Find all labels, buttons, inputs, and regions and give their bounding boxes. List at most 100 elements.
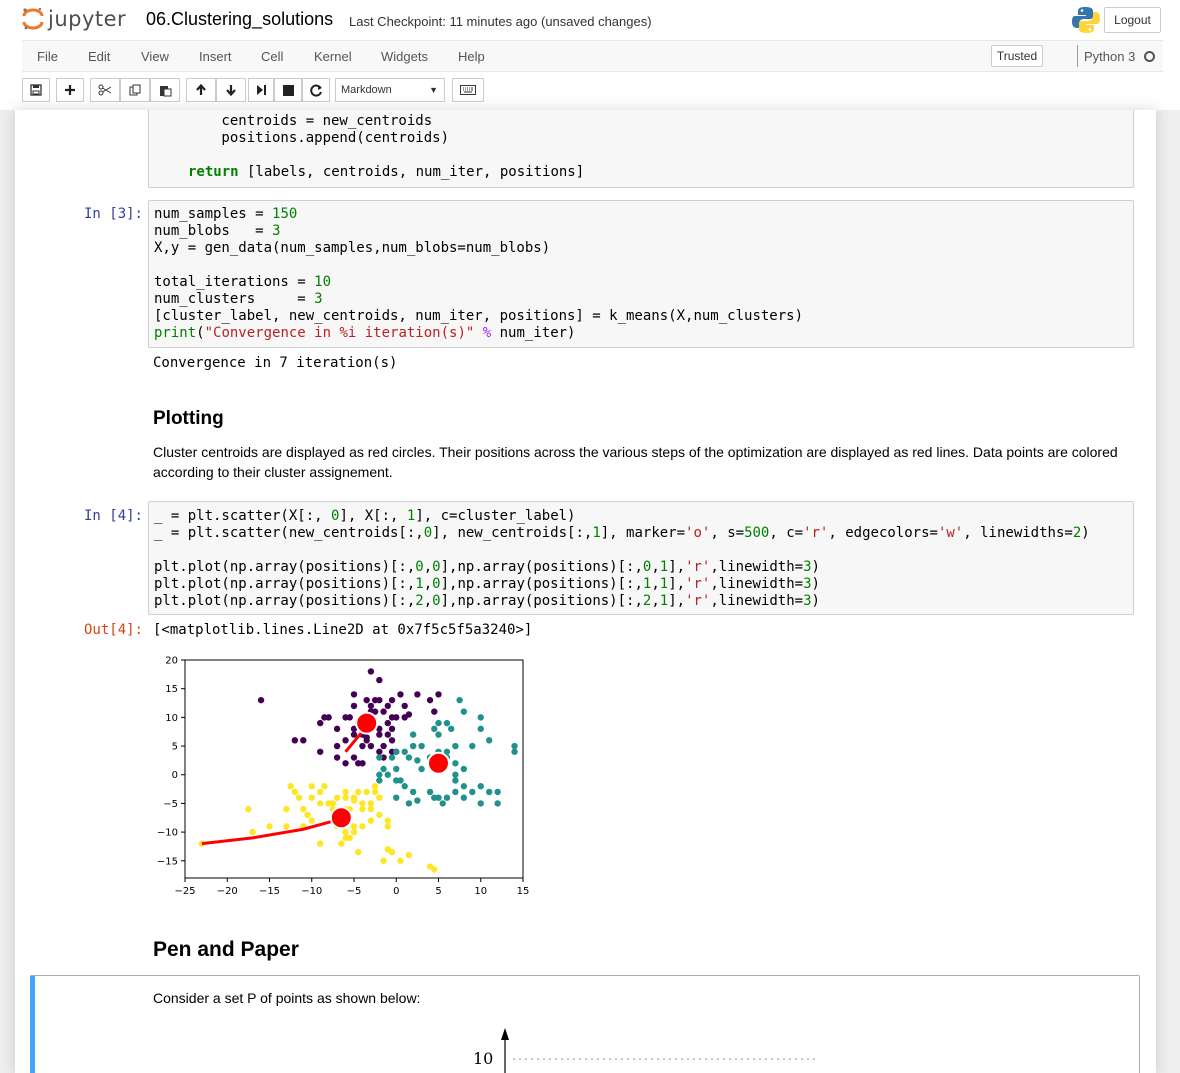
- code-line: X,y = gen_data(num_samples,num_blobs=num…: [154, 240, 551, 256]
- data-point: [452, 742, 459, 750]
- command-palette-button[interactable]: [452, 78, 484, 102]
- cut-icon: [98, 84, 112, 96]
- data-point: [308, 817, 315, 824]
- menu-edit[interactable]: Edit: [88, 49, 111, 64]
- centroid-marker: [427, 751, 450, 775]
- interrupt-button[interactable]: [274, 78, 302, 102]
- cut-button[interactable]: [90, 78, 120, 102]
- input-prompt: In [4]:: [83, 508, 143, 524]
- move-up-button[interactable]: [186, 78, 216, 102]
- data-point: [477, 725, 484, 733]
- data-point: [384, 731, 391, 738]
- data-point: [401, 783, 408, 790]
- data-point: [333, 725, 341, 733]
- data-point: [384, 702, 391, 710]
- data-point: [350, 828, 358, 836]
- menu-kernel[interactable]: Kernel: [314, 49, 352, 64]
- code-cell-kmeans[interactable]: centroids = new_centroids positions.appe…: [148, 110, 1134, 188]
- data-point: [477, 783, 484, 790]
- copy-icon: [129, 84, 140, 95]
- menu-insert[interactable]: Insert: [199, 49, 232, 64]
- menu-help[interactable]: Help: [458, 49, 485, 64]
- data-point: [376, 731, 383, 738]
- data-point: [367, 742, 375, 750]
- save-button[interactable]: [22, 78, 50, 102]
- cell-output: [<matplotlib.lines.Line2D at 0x7f5c5f5a3…: [153, 622, 533, 638]
- menu-cell[interactable]: Cell: [261, 49, 284, 64]
- toolbar: Markdown ▼: [22, 76, 1163, 106]
- selected-markdown-cell[interactable]: Consider a set P of points as shown belo…: [30, 975, 1140, 1073]
- plotting-heading: Plotting: [153, 408, 224, 429]
- data-point: [393, 714, 400, 721]
- code-cell-in4[interactable]: _ = plt.scatter(X[:, 0], X[:, 1], c=clus…: [148, 501, 1134, 615]
- data-point: [355, 788, 362, 796]
- data-point: [405, 754, 413, 761]
- data-point: [426, 788, 434, 796]
- checkpoint-status: Last Checkpoint: 11 minutes ago (unsaved…: [349, 14, 652, 29]
- cell-type-select[interactable]: Markdown ▼: [335, 78, 445, 102]
- notebook-container: centroids = new_centroids positions.appe…: [15, 110, 1156, 1073]
- data-point: [477, 800, 484, 807]
- restart-button[interactable]: [302, 78, 330, 102]
- data-point: [414, 691, 421, 698]
- menu-view[interactable]: View: [141, 49, 169, 64]
- move-down-button[interactable]: [216, 78, 246, 102]
- trusted-button[interactable]: Trusted: [991, 45, 1043, 67]
- jupyter-logo[interactable]: jupyter: [22, 6, 126, 32]
- kernel-separator: [1077, 45, 1078, 67]
- data-point: [431, 708, 438, 715]
- x-tick-label: −15: [259, 886, 280, 895]
- data-point: [401, 748, 408, 755]
- code-line: num_samples = 150: [154, 206, 298, 222]
- notebook-name[interactable]: 06.Clustering_solutions: [146, 9, 334, 29]
- data-point: [469, 742, 476, 750]
- x-tick-label: −10: [301, 886, 322, 895]
- data-point: [384, 823, 391, 830]
- jupyter-logo-icon: [22, 7, 44, 30]
- data-point: [245, 805, 252, 813]
- paste-button[interactable]: [150, 78, 180, 102]
- data-point: [350, 731, 358, 738]
- pen-paper-text: Consider a set P of points as shown belo…: [153, 990, 421, 1006]
- kernel-name: Python 3: [1084, 49, 1136, 64]
- code-line: positions.append(centroids): [154, 130, 450, 146]
- data-point: [346, 714, 353, 721]
- data-point: [397, 857, 404, 864]
- menu-widgets[interactable]: Widgets: [381, 49, 428, 64]
- add-cell-button[interactable]: [56, 78, 84, 102]
- data-point: [494, 800, 501, 807]
- data-point: [350, 702, 358, 710]
- save-icon: [30, 84, 42, 96]
- y-tick-label: −5: [163, 799, 178, 810]
- data-point: [384, 719, 391, 727]
- data-point: [367, 668, 375, 675]
- chevron-down-icon: ▼: [429, 85, 438, 95]
- code-line: return [labels, centroids, num_iter, pos…: [188, 164, 585, 180]
- stop-icon: [282, 84, 294, 96]
- data-point: [435, 691, 442, 698]
- input-prompt: In [3]:: [83, 206, 143, 222]
- return-keyword: return: [188, 164, 239, 180]
- data-point: [367, 702, 375, 710]
- cell-type-value: Markdown: [341, 84, 392, 96]
- data-point: [317, 748, 324, 755]
- data-point: [359, 800, 366, 807]
- run-button[interactable]: [248, 78, 274, 102]
- data-point: [359, 823, 366, 830]
- copy-button[interactable]: [120, 78, 150, 102]
- code-cell-in3[interactable]: num_samples = 150 num_blobs = 3 X,y = ge…: [148, 200, 1134, 348]
- data-point: [342, 834, 349, 842]
- data-point: [350, 725, 358, 733]
- data-point: [452, 788, 459, 796]
- data-point: [431, 725, 438, 733]
- data-point: [443, 748, 451, 755]
- logout-button[interactable]: Logout: [1104, 7, 1161, 33]
- data-point: [283, 823, 290, 830]
- data-point: [321, 714, 328, 721]
- data-point: [308, 783, 315, 790]
- data-point: [388, 737, 396, 744]
- keyboard-icon: [460, 85, 476, 95]
- menu-file[interactable]: File: [37, 49, 58, 64]
- data-point: [409, 788, 417, 796]
- data-point: [376, 748, 383, 755]
